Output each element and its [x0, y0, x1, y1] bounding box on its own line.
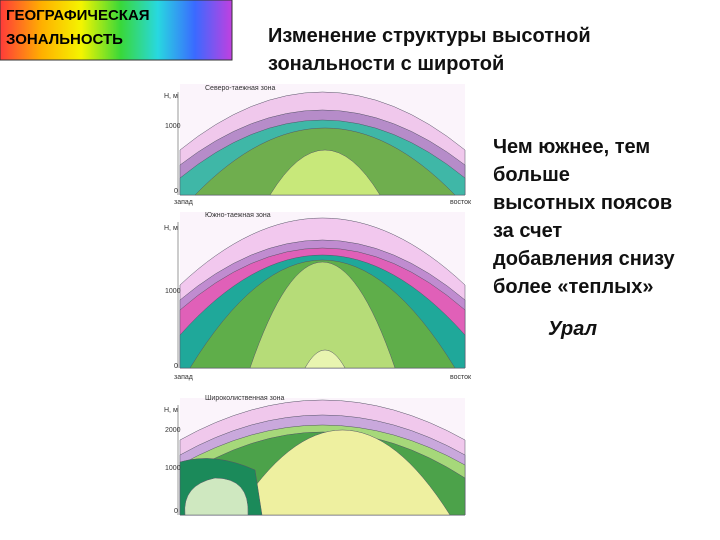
title-line: зональности с широтой: [268, 53, 504, 75]
zone-band: [304, 349, 346, 369]
tick-label: 1000: [165, 123, 181, 130]
tick-label: 1000: [165, 465, 181, 472]
tick-label: 2000: [165, 427, 181, 434]
header-box: [0, 0, 233, 61]
body-line: добавления снизу: [493, 248, 676, 270]
zone-label: Северо-таежная зона: [205, 85, 276, 92]
body-line: за счет: [493, 220, 562, 242]
title-line: Изменение структуры высотной: [268, 25, 591, 47]
axis-unit: Н, м: [164, 93, 178, 100]
tick-label: 0: [174, 188, 178, 195]
axis-unit: Н, м: [164, 407, 178, 414]
tick-label: 1000: [165, 288, 181, 295]
body-line: более «теплых»: [493, 276, 653, 298]
tick-label: 0: [174, 508, 178, 515]
east-label: восток: [450, 374, 472, 381]
east-label: восток: [450, 199, 472, 206]
body-line: Чем южнее, тем: [493, 136, 650, 158]
zone-label: Южно-таежная зона: [205, 212, 271, 219]
header-line: ЗОНАЛЬНОСТЬ: [6, 31, 123, 48]
body-line: высотных поясов: [493, 192, 672, 214]
zone-band: [234, 429, 451, 516]
axis-unit: Н, м: [164, 225, 178, 232]
zone-band: [184, 477, 249, 516]
zone-label: Широколиственная зона: [205, 395, 284, 402]
zone-band: [269, 149, 381, 196]
note: Урал: [548, 318, 598, 340]
west-label: запад: [174, 374, 193, 381]
header-line: ГЕОГРАФИЧЕСКАЯ: [6, 7, 150, 24]
zone-band: [249, 262, 396, 369]
body-text: Чем южнее, тем больше высотных поясов за сч…: [493, 136, 676, 298]
tick-label: 0: [174, 363, 178, 370]
body-line: больше: [493, 164, 570, 186]
west-label: запад: [174, 199, 193, 206]
diagrams: Северо-таежная зона Н, м 1000 0 запад восток Ю…: [164, 84, 472, 516]
